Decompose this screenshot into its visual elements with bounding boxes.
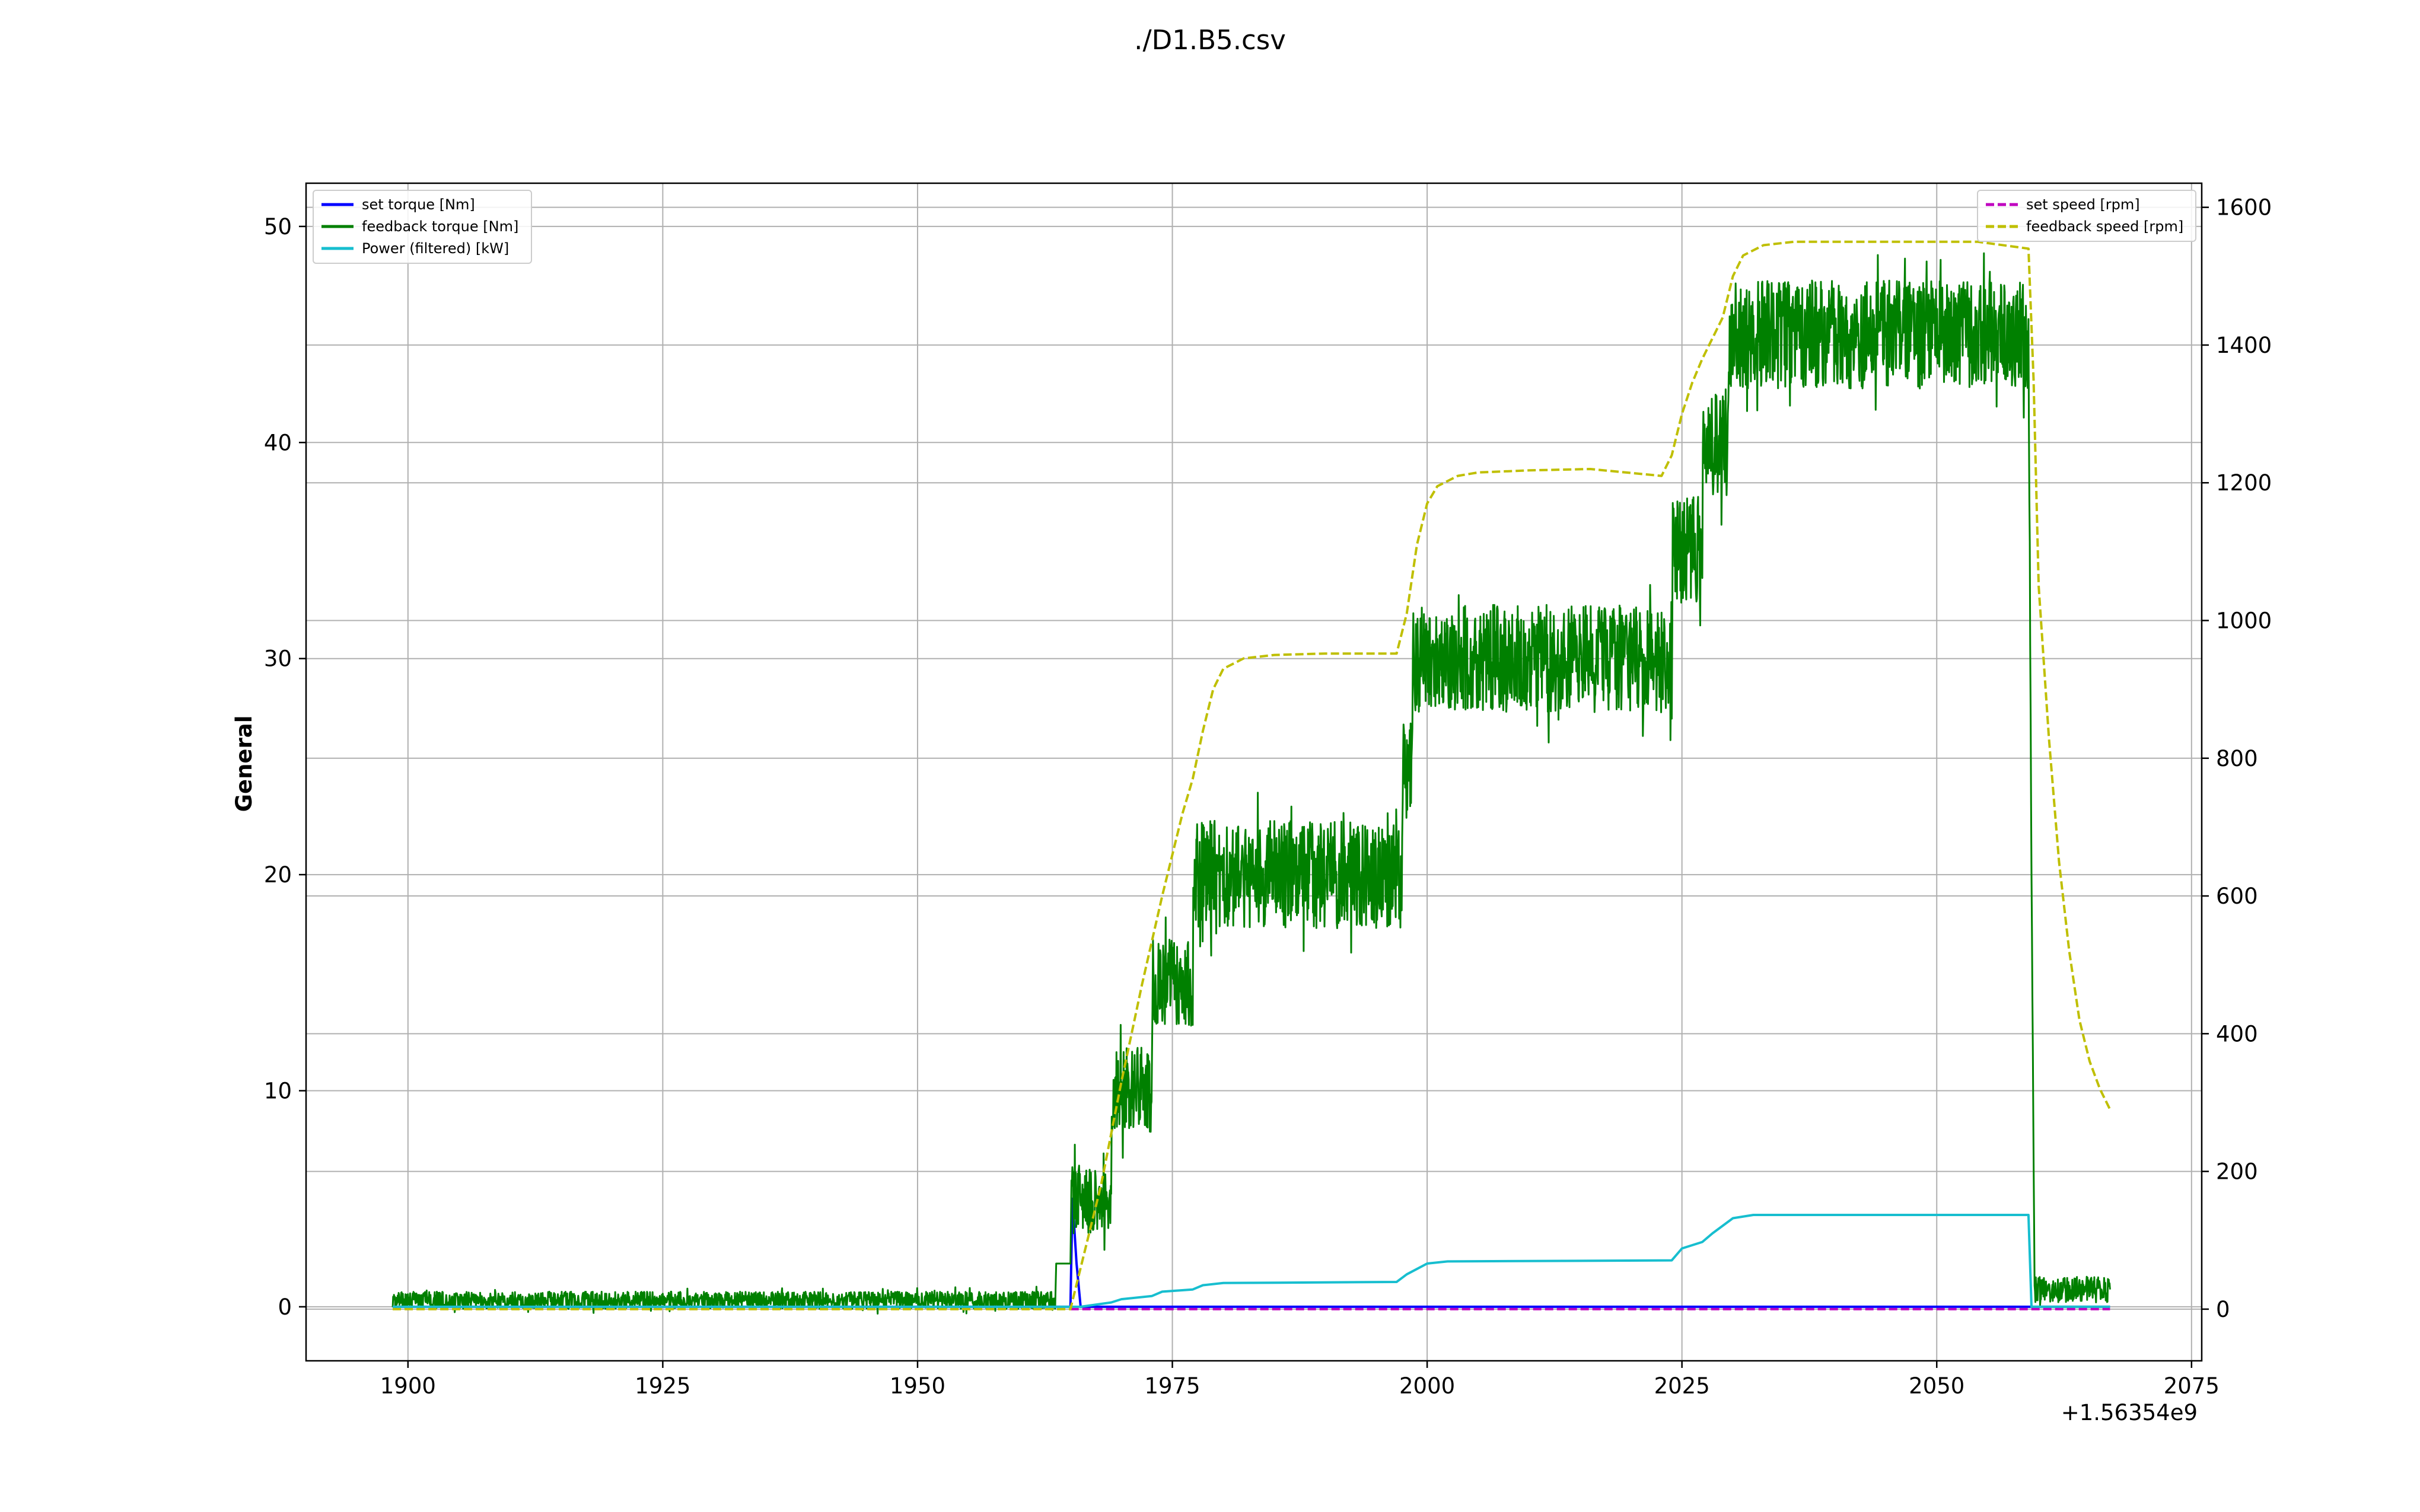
legend-left-label: Power (filtered) [kW]: [362, 240, 509, 257]
x-tick-label: 2050: [1909, 1373, 1964, 1399]
x-tick-label: 2025: [1654, 1373, 1710, 1399]
legend-right-label: feedback speed [rpm]: [2026, 218, 2183, 235]
legend-left-label: feedback torque [Nm]: [362, 218, 518, 235]
axes-frame: [305, 182, 2203, 1362]
x-tick-label: 2075: [2164, 1373, 2220, 1399]
chart-title: ./D1.B5.csv: [1134, 24, 1286, 56]
legend-left-label: set torque [Nm]: [362, 196, 475, 213]
y-tick-label: 30: [264, 646, 292, 672]
y-tick-label: 40: [264, 430, 292, 455]
y2-tick-label: 1400: [2216, 333, 2272, 358]
y2-tick-label: 800: [2216, 746, 2258, 771]
y2-tick-label: 1600: [2216, 195, 2272, 221]
y-tick-label: 50: [264, 214, 292, 240]
y2-tick-label: 1200: [2216, 470, 2272, 496]
series-line-4: [393, 240, 2112, 1310]
plot-area: 1900 1925 1950 1975 2000 2025 2050 207501020304…: [264, 182, 2272, 1399]
series-line-1: [391, 252, 2111, 1315]
y2-tick-label: 1000: [2216, 608, 2272, 633]
x-axis-offset-label: +1.56354e9: [2061, 1400, 2198, 1425]
y2-tick-label: 200: [2216, 1159, 2258, 1185]
legend-left-box: [313, 190, 532, 264]
y-tick-label: 10: [264, 1078, 292, 1103]
y2-tick-label: 400: [2216, 1021, 2258, 1047]
x-tick-label: 1975: [1144, 1373, 1200, 1399]
y-tick-label: 0: [278, 1294, 292, 1320]
x-tick-label: 1925: [635, 1373, 690, 1399]
series-line-2: [393, 1214, 2110, 1308]
legend-right-label: set speed [rpm]: [2026, 196, 2140, 213]
legend-right-box: [1977, 190, 2196, 242]
x-tick-label: 2000: [1399, 1373, 1455, 1399]
y2-tick-label: 0: [2216, 1297, 2230, 1322]
x-tick-label: 1950: [890, 1373, 945, 1399]
y-tick-label: 20: [264, 862, 292, 888]
x-tick-label: 1900: [380, 1373, 436, 1399]
y2-tick-label: 600: [2216, 883, 2258, 909]
y-axis-label: General: [231, 716, 257, 812]
